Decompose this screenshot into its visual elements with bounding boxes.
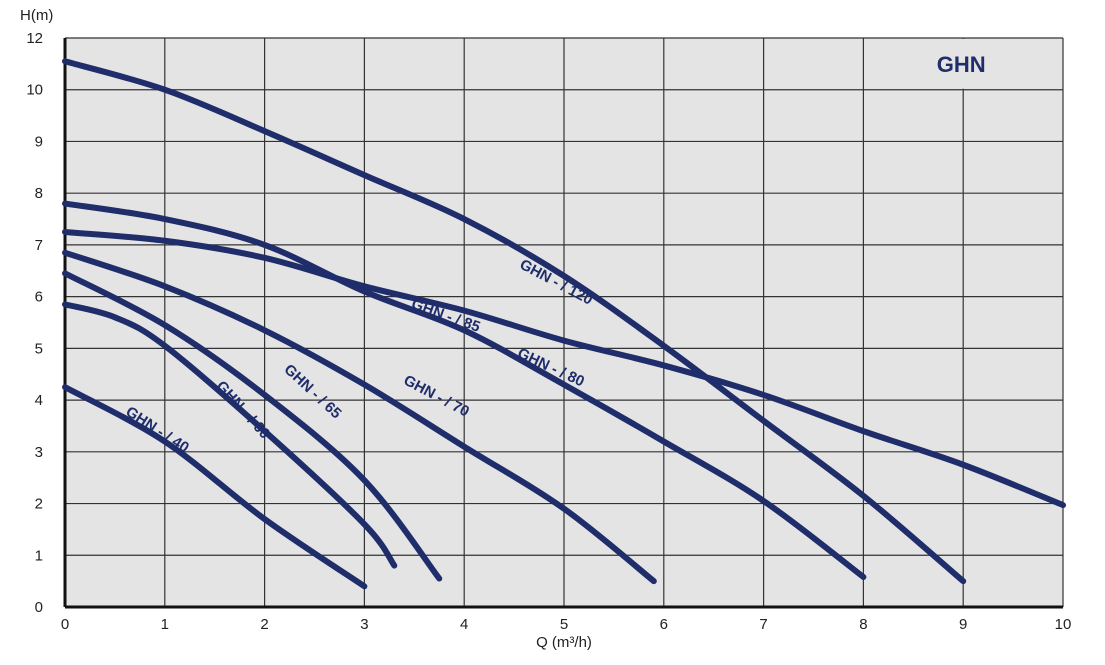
- curve-40: [62, 384, 368, 590]
- curve-80: [62, 200, 867, 580]
- curve-85: [62, 228, 1066, 509]
- chart-title: GHN: [937, 52, 986, 77]
- x-tick-label: 6: [660, 616, 668, 633]
- curve-70: [62, 249, 657, 585]
- x-tick-label: 1: [161, 616, 169, 633]
- y-tick-label: 4: [35, 392, 43, 409]
- y-tick-label: 5: [35, 340, 43, 357]
- x-tick-label: 10: [1055, 616, 1072, 633]
- curve-65: [62, 270, 443, 582]
- y-tick-label: 8: [35, 185, 43, 202]
- y-tick-label: 6: [35, 289, 43, 306]
- y-tick-label: 2: [35, 496, 43, 513]
- x-tick-label: 7: [759, 616, 767, 633]
- y-axis-label: H(m): [20, 7, 53, 24]
- y-tick-label: 9: [35, 133, 43, 150]
- y-tick-label: 3: [35, 444, 43, 461]
- x-tick-label: 3: [360, 616, 368, 633]
- y-tick-label: 1: [35, 547, 43, 564]
- y-tick-label: 10: [26, 82, 43, 99]
- curve-120: [62, 58, 967, 585]
- x-tick-label: 8: [859, 616, 867, 633]
- y-tick-label: 7: [35, 237, 43, 254]
- x-tick-label: 5: [560, 616, 568, 633]
- x-tick-label: 2: [260, 616, 268, 633]
- x-tick-label: 0: [61, 616, 69, 633]
- y-tick-label: 0: [35, 599, 43, 616]
- y-tick-label: 12: [26, 30, 43, 47]
- x-tick-label: 4: [460, 616, 468, 633]
- x-axis-label: Q (m³/h): [536, 634, 592, 651]
- x-tick-label: 9: [959, 616, 967, 633]
- curve-60: [62, 301, 398, 569]
- title-box: [864, 39, 1062, 89]
